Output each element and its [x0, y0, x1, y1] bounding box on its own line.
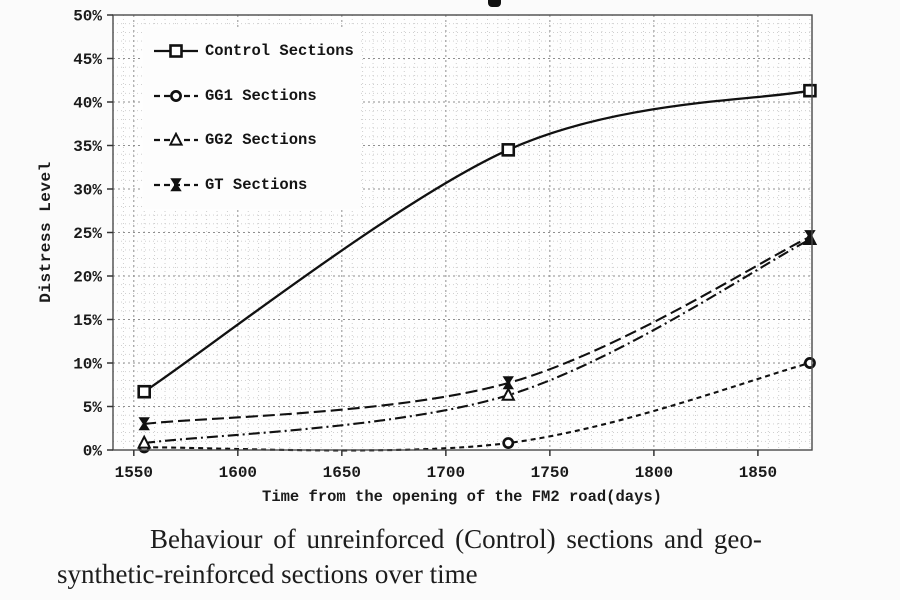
svg-text:1800: 1800	[635, 464, 673, 482]
svg-text:20%: 20%	[73, 269, 102, 287]
svg-text:10%: 10%	[73, 356, 102, 374]
legend-sample-gg2-icon	[154, 132, 198, 146]
legend-sample-control-icon	[154, 44, 198, 59]
svg-text:35%: 35%	[73, 138, 102, 156]
caption-line-1: Behaviour of unreinforced (Control) sect…	[150, 524, 762, 554]
legend-label-gg2-sections: GG2 Sections	[205, 131, 317, 150]
legend-item-gg2-sections: GG2 Sections	[152, 131, 361, 149]
svg-text:1750: 1750	[531, 464, 569, 482]
svg-text:1850: 1850	[739, 464, 777, 482]
y-axis-title: Distress Level	[37, 161, 55, 303]
svg-text:5%: 5%	[83, 399, 103, 417]
svg-text:1600: 1600	[219, 464, 257, 482]
x-axis-title: Time from the opening of the FM2 road(da…	[262, 488, 662, 506]
svg-text:40%: 40%	[73, 95, 102, 113]
svg-text:50%: 50%	[73, 8, 102, 26]
figure-caption: Behaviour of unreinforced (Control) sect…	[57, 522, 855, 592]
legend-item-gg1-sections: GG1 Sections	[152, 87, 361, 105]
distress-level-chart: 0% 5% 10% 15% 20% 25% 30% 35% 40% 45% 50% 1550 1600 1…	[37, 0, 818, 506]
svg-text:45%: 45%	[73, 51, 102, 69]
legend-sample-gt-icon	[154, 178, 198, 192]
cropped-title-artifact	[488, 0, 501, 7]
svg-text:1700: 1700	[427, 464, 465, 482]
caption-line-2: synthetic-reinforced sections over time	[57, 559, 478, 589]
legend-label-control-sections: Control Sections	[205, 42, 354, 61]
legend: Control Sections GG1 Sections GG2 Sectio…	[143, 27, 361, 209]
svg-text:1650: 1650	[323, 464, 361, 482]
legend-label-gg1-sections: GG1 Sections	[205, 86, 317, 105]
svg-text:0%: 0%	[83, 443, 103, 461]
svg-text:15%: 15%	[73, 312, 102, 330]
plot-area: 0% 5% 10% 15% 20% 25% 30% 35% 40% 45% 50% 1550 1600 1…	[73, 8, 818, 482]
svg-text:1550: 1550	[115, 464, 153, 482]
svg-text:25%: 25%	[73, 225, 102, 243]
legend-label-gt-sections: GT Sections	[205, 175, 308, 194]
legend-item-gt-sections: GT Sections	[152, 176, 361, 194]
svg-text:30%: 30%	[73, 182, 102, 200]
legend-sample-gg1-icon	[154, 89, 198, 102]
legend-item-control-sections: Control Sections	[152, 42, 361, 60]
